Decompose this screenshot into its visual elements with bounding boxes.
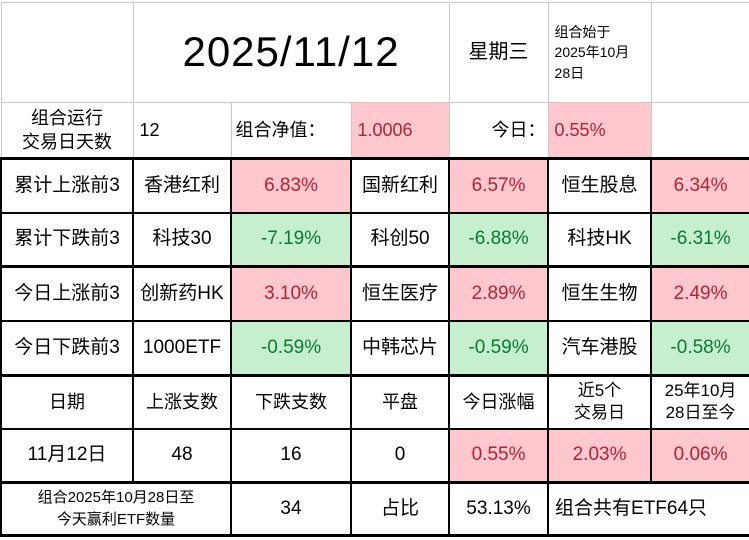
daily-data-row: 11月12日 48 16 0 0.55% 2.03% 0.06% (0, 428, 749, 484)
col-header-today-change: 今日涨幅 (448, 374, 550, 430)
etf-name: 恒生医疗 (349, 265, 451, 322)
ratio-label: 占比 (349, 481, 451, 537)
etf-change: -0.58% (650, 320, 749, 377)
nav-label: 组合净值： (230, 102, 352, 159)
report-date: 2025/11/12 (132, 2, 450, 103)
overview-row: 组合运行 交易日天数 12 组合净值： 1.0006 今日： 0.55% (0, 102, 749, 159)
daily-today-change: 0.55% (448, 428, 550, 484)
daily-up-count: 48 (132, 428, 232, 484)
today-label: 今日： (448, 102, 549, 159)
etf-name: 科创50 (349, 212, 451, 268)
row-label: 今日下跌前3 (0, 320, 134, 377)
empty-cell (0, 2, 134, 103)
summary-row: 组合2025年10月28日至 今天赢利ETF数量 34 占比 53.13% 组合… (0, 481, 749, 537)
run-days-label: 组合运行 交易日天数 (0, 102, 134, 159)
etf-change: 6.83% (230, 157, 352, 214)
portfolio-start-note: 组合始于 2025年10月 28日 (547, 2, 652, 103)
etf-change: -0.59% (448, 320, 550, 377)
col-header-down-count: 下跌支数 (230, 374, 352, 430)
empty-cell (650, 102, 749, 159)
etf-change: -6.31% (650, 212, 749, 268)
etf-name: 1000ETF (132, 320, 232, 377)
report-weekday: 星期三 (448, 2, 549, 103)
etf-name: 恒生股息 (547, 157, 653, 214)
col-header-flat: 平盘 (349, 374, 451, 430)
etf-change: 6.34% (650, 157, 749, 214)
run-days-value: 12 (132, 102, 232, 159)
row-label: 累计上涨前3 (0, 157, 134, 214)
nav-value: 1.0006 (350, 102, 450, 159)
etf-change: -7.19% (230, 212, 352, 268)
cumulative-losers-row: 累计下跌前3 科技30 -7.19% 科创50 -6.88% 科技HK -6.3… (0, 212, 749, 268)
daily-since-start-change: 0.06% (650, 428, 749, 484)
etf-name: 汽车港股 (547, 320, 653, 377)
total-etf-note: 组合共有ETF64只 (547, 481, 749, 537)
col-header-last5-days: 近5个 交易日 (547, 374, 653, 430)
col-header-since-start: 25年10月 28日至今 (650, 374, 749, 430)
etf-name: 中韩芯片 (349, 320, 451, 377)
daily-header-row: 日期 上涨支数 下跌支数 平盘 今日涨幅 近5个 交易日 25年10月 28日至… (0, 374, 749, 430)
winning-etf-label: 组合2025年10月28日至 今天赢利ETF数量 (0, 481, 232, 537)
title-row: 2025/11/12 星期三 组合始于 2025年10月 28日 (0, 2, 749, 103)
etf-change: -0.59% (230, 320, 352, 377)
etf-name: 香港红利 (132, 157, 232, 214)
etf-name: 国新红利 (349, 157, 451, 214)
ratio-value: 53.13% (448, 481, 550, 537)
daily-last5-change: 2.03% (547, 428, 653, 484)
daily-date: 11月12日 (0, 428, 134, 484)
etf-change: 2.89% (448, 265, 550, 322)
col-header-date: 日期 (0, 374, 134, 430)
etf-name: 创新药HK (132, 265, 232, 322)
etf-change: 2.49% (650, 265, 749, 322)
daily-down-count: 16 (230, 428, 352, 484)
empty-cell (650, 2, 749, 103)
etf-name: 科技30 (132, 212, 232, 268)
today-losers-row: 今日下跌前3 1000ETF -0.59% 中韩芯片 -0.59% 汽车港股 -… (0, 320, 749, 377)
etf-name: 恒生生物 (547, 265, 653, 322)
etf-change: -6.88% (448, 212, 550, 268)
etf-change: 6.57% (448, 157, 550, 214)
etf-change: 3.10% (230, 265, 352, 322)
today-gainers-row: 今日上涨前3 创新药HK 3.10% 恒生医疗 2.89% 恒生生物 2.49% (0, 265, 749, 322)
row-label: 累计下跌前3 (0, 212, 134, 268)
etf-name: 科技HK (547, 212, 653, 268)
col-header-up-count: 上涨支数 (132, 374, 232, 430)
today-change-value: 0.55% (547, 102, 652, 159)
row-label: 今日上涨前3 (0, 265, 134, 322)
daily-flat-count: 0 (349, 428, 451, 484)
cumulative-gainers-row: 累计上涨前3 香港红利 6.83% 国新红利 6.57% 恒生股息 6.34% (0, 157, 749, 214)
winning-etf-count: 34 (230, 481, 352, 537)
